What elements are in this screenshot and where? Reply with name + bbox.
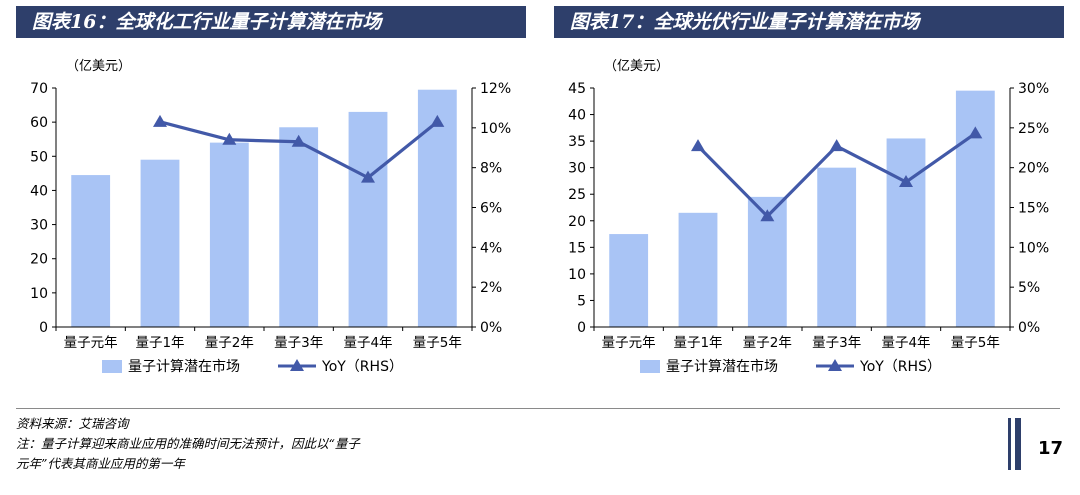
x-tick-label: 量子元年 — [602, 335, 656, 351]
y-tick-label: 45 — [568, 81, 586, 97]
bar — [886, 138, 926, 327]
chart-title-bar: 图表17：全球光伏行业量子计算潜在市场 — [554, 6, 1064, 38]
note-text-line-1: 注：量子计算迎来商业应用的准确时间无法预计，因此以“量子 — [16, 436, 360, 451]
bar — [609, 234, 649, 327]
x-tick-label: 量子3年 — [274, 335, 323, 351]
x-tick-label: 量子4年 — [343, 335, 392, 351]
y2-tick-label: 20% — [1018, 161, 1049, 177]
unit-label: （亿美元） — [604, 59, 669, 74]
x-tick-label: 量子2年 — [205, 335, 254, 351]
legend-swatch-marker — [290, 359, 304, 371]
legend-swatch-marker — [828, 359, 842, 371]
yoy-point — [691, 139, 705, 152]
bar — [817, 167, 857, 327]
yoy-point — [899, 175, 913, 188]
y-tick-label: 10 — [568, 267, 586, 283]
chart-title: 图表17：全球光伏行业量子计算潜在市场 — [570, 11, 920, 33]
bar — [209, 142, 249, 327]
bar — [955, 90, 995, 328]
bar — [417, 89, 457, 327]
chart-title-bar: 图表16：全球化工行业量子计算潜在市场 — [16, 6, 526, 38]
legend-label-bar: 量子计算潜在市场 — [666, 358, 778, 375]
y-tick-label: 20 — [30, 252, 48, 268]
y2-tick-label: 0% — [1018, 320, 1040, 336]
footer-notes: 资料来源：艾瑞咨询 注：量子计算迎来商业应用的准确时间无法预计，因此以“量子 元… — [16, 414, 360, 474]
chart-16-plot: （亿美元） 0 10 20 30 40 50 60 70 0% 2% 4% 6% 8% 10% 12% 量子元年… — [30, 59, 511, 375]
y2-tick-label: 25% — [1018, 121, 1049, 137]
y2-tick-label: 12% — [480, 81, 511, 97]
x-tick-label: 量子1年 — [135, 335, 184, 351]
x-tick-label: 量子元年 — [64, 335, 118, 351]
y2-tick-label: 15% — [1018, 201, 1049, 217]
legend-label-line: YoY（RHS） — [859, 359, 941, 375]
y-tick-label: 40 — [568, 108, 586, 124]
x-tick-label: 量子3年 — [812, 335, 861, 351]
y-tick-label: 35 — [568, 134, 586, 150]
y2-tick-label: 5% — [1018, 280, 1040, 296]
yoy-point — [361, 170, 375, 183]
y-tick-label: 25 — [568, 187, 586, 203]
y-tick-label: 30 — [568, 161, 586, 177]
yoy-point — [968, 126, 983, 139]
yoy-point — [430, 114, 445, 127]
legend-swatch-bar — [640, 360, 660, 373]
y-tick-label: 70 — [30, 81, 48, 97]
legend-label-bar: 量子计算潜在市场 — [128, 358, 240, 375]
y2-tick-label: 6% — [480, 201, 502, 217]
y-tick-label: 0 — [577, 320, 586, 336]
yoy-point — [291, 134, 306, 147]
note-text-line-2: 元年”代表其商业应用的第一年 — [16, 456, 185, 471]
yoy-point — [222, 132, 237, 145]
yoy-point — [153, 114, 167, 127]
x-tick-label: 量子5年 — [413, 335, 462, 351]
y-tick-label: 40 — [30, 183, 48, 199]
y-tick-label: 50 — [30, 149, 48, 165]
x-tick-label: 量子5年 — [951, 335, 1000, 351]
y-tick-label: 0 — [39, 320, 48, 336]
bar — [140, 159, 180, 327]
y-tick-label: 30 — [30, 218, 48, 234]
bar — [71, 175, 111, 327]
unit-label: （亿美元） — [66, 59, 131, 74]
y2-tick-label: 10% — [480, 121, 511, 137]
bar — [348, 111, 388, 328]
y2-tick-label: 10% — [1018, 240, 1049, 256]
chart-17-plot: （亿美元） 0 5 10 15 20 25 30 35 40 45 0% 5% 10% 15% 20% 25% 3… — [568, 59, 1049, 375]
x-tick-label: 量子1年 — [673, 335, 722, 351]
page-marker-bar-thin — [1008, 418, 1011, 470]
bar — [279, 127, 319, 327]
bar — [678, 212, 718, 327]
page-marker-bar-thick — [1015, 418, 1021, 470]
y2-tick-label: 30% — [1018, 81, 1049, 97]
chart-panel-left: 图表16：全球化工行业量子计算潜在市场 （亿美元） 0 10 20 30 40 50 60 70… — [16, 0, 526, 400]
y-tick-label: 5 — [577, 293, 586, 309]
y-tick-label: 10 — [30, 286, 48, 302]
legend-swatch-bar — [102, 360, 122, 373]
x-tick-label: 量子4年 — [881, 335, 930, 351]
source-text: 资料来源：艾瑞咨询 — [16, 416, 129, 431]
footer-divider — [16, 408, 1060, 409]
y2-tick-label: 2% — [480, 280, 502, 296]
yoy-point — [760, 209, 775, 222]
chart-panel-right: 图表17：全球光伏行业量子计算潜在市场 （亿美元） 0 5 10 15 20 25 30 35 4… — [554, 0, 1064, 400]
y2-tick-label: 4% — [480, 240, 502, 256]
yoy-point — [829, 139, 844, 152]
x-tick-label: 量子2年 — [743, 335, 792, 351]
y-tick-label: 15 — [568, 240, 586, 256]
page-number: 17 — [1038, 438, 1064, 459]
y2-tick-label: 0% — [480, 320, 502, 336]
y-tick-label: 20 — [568, 214, 586, 230]
y-tick-label: 60 — [30, 115, 48, 131]
y2-tick-label: 8% — [480, 161, 502, 177]
legend-label-line: YoY（RHS） — [321, 359, 403, 375]
chart-title: 图表16：全球化工行业量子计算潜在市场 — [32, 11, 382, 33]
